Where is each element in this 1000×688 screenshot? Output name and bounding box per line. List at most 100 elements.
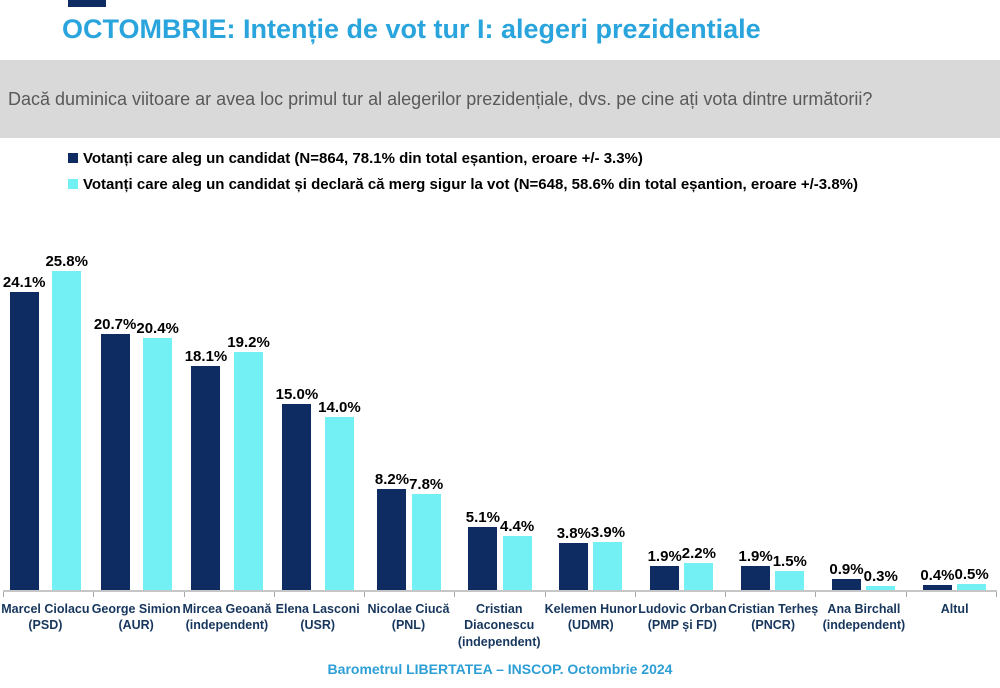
bar-with-label: 24.1% [2,274,46,590]
bar-group: 5.1% 4.4% [455,210,546,590]
bar-sure-voters [957,584,987,590]
category-labels-row: Marcel Ciolacu (PSD) George Simion (AUR) Mir… [0,601,1000,650]
bar-all-voters [377,489,407,590]
bar-with-label: 0.4% [920,567,955,590]
category-label-line: (PNCR) [751,618,795,633]
chart-legend: Votanți care aleg un candidat (N=864, 78… [68,150,968,202]
bar-value-label: 8.2% [374,471,410,488]
bar-all-voters [832,579,861,590]
bar-value-label: 0.4% [920,567,955,584]
bar-sure-voters [684,563,714,590]
category-label: George Simion (AUR) [91,601,182,634]
bar-value-label: 4.4% [499,518,535,535]
bar-with-label: 2.2% [682,545,716,590]
axis-tick-cell [546,592,636,597]
category-label-line: Ludovic Orban [638,602,727,616]
bar-all-voters [650,566,680,590]
bar-with-label: 18.1% [185,348,227,590]
bar-value-label: 14.0% [318,399,361,416]
bar-value-label: 3.9% [590,524,626,541]
question-text: Dacă duminica viitoare ar avea loc primu… [8,88,873,109]
axis-tick-cell [726,592,817,597]
bar-with-label: 1.9% [739,548,773,590]
bar-group: 20.7% 20.4% [91,210,182,590]
bar-with-label: 3.9% [591,524,625,590]
bar-all-voters [9,292,39,590]
category-label-line: (independent) [822,618,906,633]
plot-area: 24.1% 25.8% 20.7% 20.4% 18.1% 19.2% 15.0% 14.0%… [0,210,1000,590]
bar-value-label: 24.1% [2,274,46,291]
axis-tick-cell [636,592,727,597]
bar-group: 8.2% 7.8% [364,210,455,590]
bar-value-label: 0.3% [863,568,898,585]
bar-all-voters [100,334,130,590]
bar-value-label: 0.9% [829,561,864,578]
bar-value-label: 1.9% [647,548,682,565]
bar-with-label: 19.2% [227,334,270,590]
category-label: Nicolae Ciucă (PNL) [363,601,454,634]
axis-tick-cell [185,592,275,597]
category-label-line: (PSD) [28,618,63,633]
category-label: Kelemen Hunor (UDMR) [545,601,637,634]
category-label: Ana Birchall (independent) [819,601,910,634]
legend-swatch-navy [68,153,78,163]
bar-with-label: 8.2% [375,471,409,590]
bar-with-label: 0.5% [955,566,989,590]
bar-value-label: 1.9% [738,548,773,565]
bar-with-label: 0.9% [829,561,864,590]
bar-value-label: 25.8% [45,253,88,270]
axis-tick-cell [365,592,456,597]
bar-with-label: 20.7% [94,316,136,590]
bar-with-label: 20.4% [136,320,179,590]
legend-swatch-cyan [68,179,78,189]
category-label-line: Cristian Terheș [728,602,819,616]
category-label: Altul [909,601,1000,617]
bar-with-label: 15.0% [276,386,318,590]
bar-with-label: 5.1% [466,509,500,590]
bar-all-voters [191,366,221,590]
bar-value-label: 1.5% [772,553,807,570]
bar-with-label: 14.0% [318,399,361,590]
bar-group: 0.9% 0.3% [818,210,909,590]
bar-with-label: 7.8% [409,476,443,590]
category-label-line: Ana Birchall [827,602,901,616]
bar-sure-voters [411,494,441,590]
source-caption: Barometrul LIBERTATEA – INSCOP. Octombri… [327,661,673,677]
category-label-line: (independent) [457,634,541,649]
bar-group: 3.8% 3.9% [545,210,636,590]
category-label-line: (PMP și FD) [647,618,717,633]
bar-group: 0.4% 0.5% [909,210,1000,590]
category-label: Cristian Diaconescu (independent) [454,601,545,650]
category-label-line: (USR) [300,618,336,633]
bar-value-label: 0.5% [954,566,989,583]
bar-sure-voters [52,271,82,590]
bar-with-label: 1.5% [773,553,807,590]
page-title: OCTOMBRIE: Intenție de vot tur I: aleger… [62,14,761,44]
top-left-decoration-bar [68,0,106,7]
axis-tick-cell [4,592,95,597]
bar-with-label: 1.9% [648,548,682,590]
category-label-line: Altul [940,602,969,616]
category-label: Marcel Ciolacu (PSD) [0,601,91,634]
category-label-line: Nicolae Ciucă [367,602,450,616]
category-label: Mircea Geoană (independent) [182,601,273,634]
bar-value-label: 3.8% [556,525,591,542]
legend-item-all-voters: Votanți care aleg un candidat (N=864, 78… [68,150,968,167]
bar-with-label: 3.8% [557,525,591,590]
bar-sure-voters [593,542,623,590]
category-label-line: (UDMR) [567,618,614,633]
bar-all-voters [741,566,771,590]
category-label-line: Mircea Geoană [182,602,272,616]
axis-tick-cell [455,592,546,597]
x-axis-line [3,590,997,592]
category-label-line: George Simion [91,602,181,616]
bar-sure-voters [324,417,354,590]
bar-sure-voters [775,571,805,590]
category-label-line: (independent) [185,618,269,633]
category-label-line: Cristian [475,602,523,616]
bar-value-label: 20.4% [136,320,179,337]
question-banner: Dacă duminica viitoare ar avea loc primu… [0,60,1000,138]
category-label: Ludovic Orban (PMP și FD) [637,601,728,634]
bar-value-label: 2.2% [681,545,716,562]
